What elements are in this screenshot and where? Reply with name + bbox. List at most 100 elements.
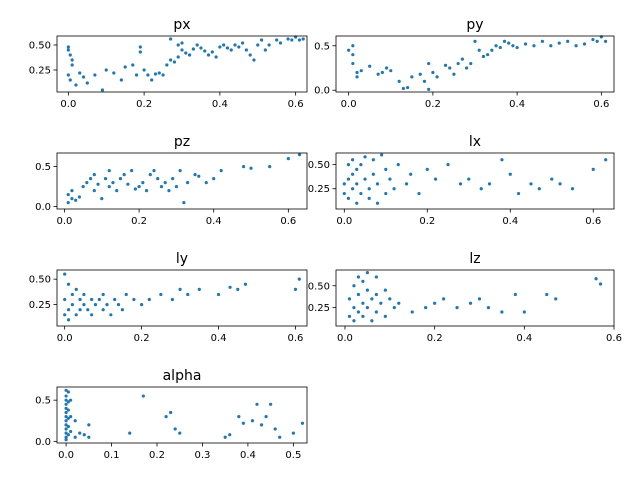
data-point — [479, 187, 483, 191]
data-point — [74, 198, 78, 202]
data-point — [351, 187, 355, 191]
data-point — [69, 398, 73, 402]
data-point — [523, 42, 528, 46]
data-point — [237, 45, 241, 49]
data-point — [169, 58, 173, 62]
data-point — [153, 72, 158, 76]
data-point — [82, 433, 86, 437]
data-point — [219, 169, 223, 173]
data-point — [346, 177, 351, 181]
data-point — [396, 162, 400, 167]
data-point — [425, 167, 429, 172]
y-tick-label: 0.50 — [308, 281, 330, 292]
y-tick-label: 0.50 — [29, 41, 51, 52]
data-point — [243, 282, 248, 286]
data-point — [554, 297, 558, 301]
data-point — [469, 61, 473, 66]
data-point — [355, 75, 359, 79]
data-point — [159, 292, 163, 297]
data-point — [105, 303, 109, 307]
data-point — [286, 37, 290, 41]
data-point — [126, 182, 130, 186]
data-point — [379, 301, 383, 305]
data-point — [174, 185, 178, 189]
data-point — [103, 177, 108, 181]
data-point — [212, 177, 216, 181]
data-point — [203, 49, 207, 53]
data-point — [64, 388, 68, 392]
panel-pz: pz 0.0 0.2 0.4 0.6 0.0 0.5 — [35, 134, 308, 227]
data-point — [138, 50, 142, 54]
data-point — [404, 182, 409, 186]
data-point — [85, 181, 89, 185]
panel-title: lx — [469, 134, 481, 150]
data-point — [361, 314, 365, 318]
data-point — [507, 41, 511, 45]
data-point — [241, 421, 245, 425]
data-point — [64, 415, 68, 419]
x-tick-label: 0.0 — [337, 333, 353, 344]
data-point — [300, 421, 305, 425]
data-point — [112, 71, 116, 75]
data-point — [370, 319, 374, 323]
data-point — [342, 191, 346, 196]
axes-frame — [56, 152, 308, 210]
data-point — [92, 173, 96, 177]
data-point — [64, 431, 68, 435]
data-point — [301, 37, 305, 41]
data-point — [68, 53, 72, 57]
data-point — [508, 172, 512, 176]
panel-ly: ly 0.0 0.2 0.4 0.6 0.25 0.50 — [29, 251, 308, 344]
data-point — [87, 435, 91, 439]
data-point — [356, 275, 361, 279]
data-point — [477, 297, 482, 301]
data-point — [101, 308, 105, 312]
data-point — [356, 292, 361, 297]
data-point — [97, 297, 101, 302]
data-point — [458, 182, 463, 186]
data-point — [511, 44, 515, 48]
x-tick-label: 0.1 — [104, 450, 120, 461]
data-point — [256, 43, 260, 47]
data-point — [388, 297, 392, 301]
data-point — [176, 43, 180, 47]
data-point — [237, 415, 241, 419]
data-point — [371, 172, 375, 176]
data-point — [363, 155, 367, 159]
panel-title: pz — [174, 134, 190, 150]
data-point — [81, 75, 86, 79]
axes-frame — [335, 35, 615, 93]
data-point — [397, 301, 401, 305]
data-point — [164, 415, 168, 419]
data-point — [147, 297, 151, 302]
data-point — [93, 73, 97, 77]
data-point — [351, 53, 355, 57]
data-point — [165, 63, 169, 67]
data-point — [113, 297, 117, 302]
data-point — [64, 402, 68, 406]
data-point — [152, 169, 156, 173]
axes-frame — [335, 152, 615, 210]
data-point — [433, 177, 438, 181]
data-point — [549, 44, 553, 48]
x-tick-label: 0.2 — [427, 333, 443, 344]
panel-px: px 0.0 0.2 0.4 0.6 0.25 0.50 — [29, 17, 308, 110]
data-point — [128, 431, 132, 435]
data-point — [346, 196, 351, 200]
data-point — [367, 196, 371, 200]
data-point — [233, 43, 237, 47]
y-tick-label: 0.0 — [314, 86, 330, 97]
data-point — [133, 187, 137, 191]
data-point — [532, 44, 536, 48]
data-point — [111, 181, 115, 185]
data-point — [66, 308, 71, 312]
data-point — [355, 182, 359, 186]
panel-title: py — [466, 17, 483, 33]
data-point — [290, 38, 294, 42]
data-point — [70, 303, 74, 307]
data-point — [516, 191, 521, 196]
y-tick-label: 0.5 — [314, 41, 330, 52]
y-tick-label: 0.5 — [35, 162, 51, 173]
data-point — [70, 63, 74, 67]
data-point — [389, 69, 393, 73]
